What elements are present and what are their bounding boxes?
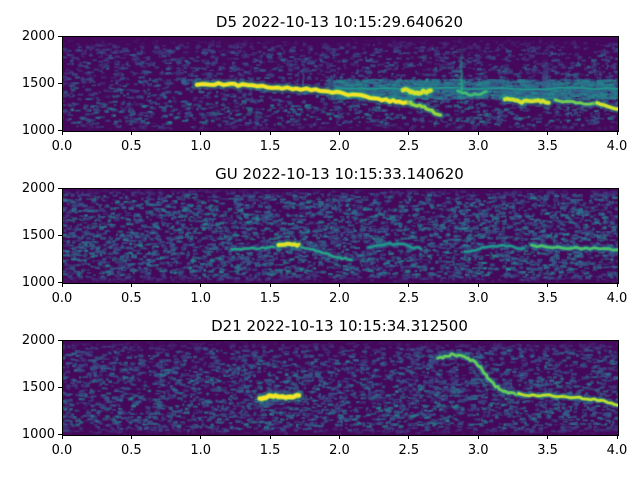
panel-title: D5 2022-10-13 10:15:29.640620 <box>215 13 464 31</box>
x-tick-label: 3.0 <box>467 291 489 306</box>
x-tick-mark <box>130 283 132 287</box>
x-tick-label: 3.5 <box>537 291 558 306</box>
x-tick-mark <box>547 131 549 135</box>
x-tick-label: 4.0 <box>606 443 628 458</box>
x-tick-mark <box>616 435 618 439</box>
spectrogram-panel-d21: D21 2022-10-13 10:15:34.312500 0.0 0.5 1.0… <box>0 314 640 470</box>
x-tick-label: 1.0 <box>190 139 212 154</box>
x-tick-label: 1.0 <box>190 291 212 306</box>
x-tick-mark <box>616 283 618 287</box>
x-tick-mark <box>269 435 271 439</box>
x-tick-mark <box>547 283 549 287</box>
y-tick-label: 1500 <box>21 75 55 91</box>
x-tick-mark <box>200 283 202 287</box>
x-tick-label: 1.5 <box>259 443 281 458</box>
spectrogram-panel-d5: D5 2022-10-13 10:15:29.640620 0.0 0.5 1.0 1… <box>0 10 640 166</box>
y-tick-label: 2000 <box>21 332 55 348</box>
y-tick-mark <box>58 129 62 131</box>
x-tick-mark <box>616 131 618 135</box>
spectrogram-image <box>63 37 618 131</box>
x-tick-mark <box>339 283 340 287</box>
y-tick-label: 2000 <box>21 28 55 44</box>
x-tick-mark <box>200 435 202 439</box>
x-tick-label: 2.0 <box>329 291 350 306</box>
x-tick-label: 0.0 <box>51 139 73 154</box>
x-tick-mark <box>130 435 132 439</box>
y-tick-label: 1000 <box>21 274 55 290</box>
y-tick-label: 1000 <box>21 122 55 138</box>
y-tick-label: 1000 <box>21 426 55 442</box>
y-tick-label: 1500 <box>21 379 55 395</box>
axes-d5 <box>62 36 619 132</box>
y-tick-mark <box>58 281 62 283</box>
x-tick-mark <box>547 435 549 439</box>
x-tick-label: 3.5 <box>537 443 558 458</box>
y-tick-mark <box>58 433 62 435</box>
y-tick-label: 2000 <box>21 180 55 196</box>
x-tick-mark <box>269 131 271 135</box>
x-tick-label: 4.0 <box>606 291 628 306</box>
x-tick-label: 0.5 <box>121 139 142 154</box>
x-tick-label: 2.5 <box>398 291 420 306</box>
spectrogram-image <box>63 341 618 435</box>
x-tick-label: 1.5 <box>259 139 281 154</box>
x-tick-mark <box>477 283 479 287</box>
x-tick-label: 0.0 <box>51 291 73 306</box>
x-tick-label: 0.5 <box>121 291 142 306</box>
x-tick-mark <box>339 131 340 135</box>
x-tick-label: 2.0 <box>329 139 350 154</box>
x-tick-label: 1.0 <box>190 443 212 458</box>
x-tick-label: 1.5 <box>259 291 281 306</box>
axes-gu <box>62 188 619 284</box>
y-tick-mark <box>58 35 62 37</box>
x-tick-mark <box>61 283 63 287</box>
x-tick-mark <box>477 435 479 439</box>
x-tick-mark <box>269 283 271 287</box>
x-tick-label: 2.5 <box>398 443 420 458</box>
x-tick-mark <box>339 435 340 439</box>
x-tick-mark <box>200 131 202 135</box>
x-tick-label: 3.5 <box>537 139 558 154</box>
y-tick-mark <box>58 339 62 341</box>
axes-d21 <box>62 340 619 436</box>
x-tick-mark <box>408 435 410 439</box>
x-tick-mark <box>408 283 410 287</box>
spectrogram-panel-gu: GU 2022-10-13 10:15:33.140620 0.0 0.5 1.0 1… <box>0 162 640 318</box>
x-tick-mark <box>408 131 410 135</box>
y-tick-label: 1500 <box>21 227 55 243</box>
x-tick-label: 0.5 <box>121 443 142 458</box>
panel-title: D21 2022-10-13 10:15:34.312500 <box>211 317 468 335</box>
x-tick-label: 3.0 <box>467 443 489 458</box>
x-tick-mark <box>130 131 132 135</box>
x-tick-mark <box>61 131 63 135</box>
spectrogram-image <box>63 189 618 283</box>
x-tick-mark <box>61 435 63 439</box>
x-tick-label: 4.0 <box>606 139 628 154</box>
x-tick-label: 2.0 <box>329 443 350 458</box>
x-tick-label: 0.0 <box>51 443 73 458</box>
y-tick-mark <box>58 187 62 189</box>
y-tick-mark <box>58 386 62 388</box>
y-tick-mark <box>58 234 62 236</box>
panel-title: GU 2022-10-13 10:15:33.140620 <box>215 165 464 183</box>
x-tick-label: 2.5 <box>398 139 420 154</box>
y-tick-mark <box>58 82 62 84</box>
x-tick-label: 3.0 <box>467 139 489 154</box>
x-tick-mark <box>477 131 479 135</box>
